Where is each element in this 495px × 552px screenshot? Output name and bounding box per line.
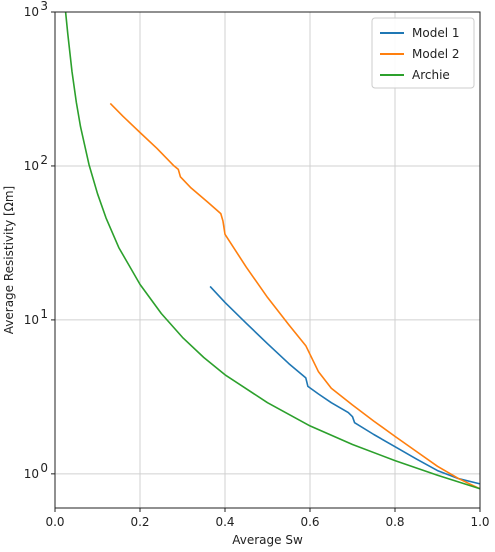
y-tick-label: 10 (24, 5, 39, 19)
x-tick-label: 0.2 (130, 515, 149, 529)
y-tick-exponent: 2 (40, 153, 48, 167)
x-tick-label: 0.4 (215, 515, 234, 529)
series-line-model-1 (209, 285, 481, 485)
legend-label: Model 2 (412, 47, 459, 61)
legend: Model 1 Model 2 Archie (371, 17, 475, 89)
series-layer (64, 11, 481, 490)
x-tick-label: 0.8 (385, 515, 404, 529)
x-tick-label: 1.0 (470, 515, 489, 529)
y-tick-exponent: 0 (40, 461, 48, 475)
y-tick-label: 10 (24, 467, 39, 481)
x-tick-label: 0.0 (45, 515, 64, 529)
y-tick-label: 10 (24, 159, 39, 173)
x-tick-label: 0.6 (300, 515, 319, 529)
y-axis-label: Average Resistivity [Ωm] (2, 186, 16, 334)
legend-box (371, 17, 475, 89)
y-tick-exponent: 3 (40, 0, 48, 13)
series-line-model-2 (109, 102, 481, 490)
x-axis-label: Average Sw (232, 533, 303, 547)
y-tick-label: 10 (24, 313, 39, 327)
x-axis-ticks: 0.0 0.2 0.4 0.6 0.8 1.0 (45, 508, 490, 529)
legend-label: Model 1 (412, 26, 459, 40)
series-line-archie (64, 11, 481, 490)
plot-frame (54, 11, 481, 509)
legend-label: Archie (412, 68, 450, 82)
y-tick-exponent: 1 (40, 307, 48, 321)
